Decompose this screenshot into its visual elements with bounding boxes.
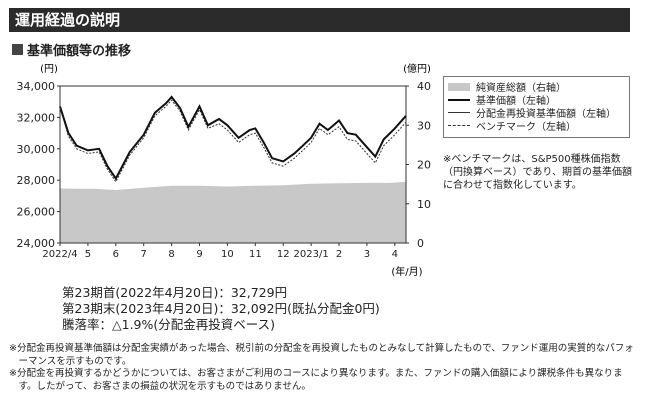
legend-item-reinvested-nav: 分配金再投資基準価額（左軸） (448, 106, 625, 120)
legend-swatch-thin-line (448, 112, 470, 113)
legend-label: 純資産総額（右軸） (476, 83, 566, 94)
left-tick-label: 34,000 (17, 80, 56, 93)
section-title: 運用経過の説明 (15, 11, 121, 29)
right-tick-label: 30 (417, 119, 431, 132)
x-tick-label: 6 (113, 249, 119, 260)
x-tick-label: 5 (85, 249, 91, 260)
left-tick-label: 24,000 (17, 237, 56, 250)
return-rate: 騰落率：△1.9%(分配金再投資ベース) (62, 317, 275, 332)
right-tick-label: 10 (417, 198, 431, 211)
period-start-value: 第23期首(2022年4月20日)：32,729円 (62, 285, 288, 300)
square-bullet-icon (12, 44, 23, 55)
left-tick-label: 26,000 (17, 206, 56, 219)
legend-item-nav: 基準価額（左軸） (448, 93, 625, 107)
left-tick-label: 32,000 (17, 111, 56, 124)
x-tick-label: 8 (168, 249, 174, 260)
right-tick-label: 0 (417, 237, 424, 250)
x-tick-label: 10 (221, 249, 234, 260)
x-tick-label: 11 (249, 249, 262, 260)
left-tick-label: 28,000 (17, 174, 56, 187)
footnote: ※分配金再投資基準価額は分配金実績があった場合、税引前の分配金を再投資したものと… (9, 343, 634, 367)
net-assets-area (60, 181, 406, 243)
x-tick-label: 2 (336, 249, 342, 260)
legend-swatch-bold-line (448, 98, 470, 101)
legend-item-net-assets: 純資産総額（右軸） (448, 80, 625, 94)
x-tick-label: 9 (196, 249, 202, 260)
nav-line (59, 95, 407, 181)
chart-heading-text: 基準価額等の推移 (27, 44, 132, 59)
x-tick-label: 2022/4 (42, 249, 77, 260)
footnotes: ※分配金再投資基準価額は分配金実績があった場合、税引前の分配金を再投資したものと… (9, 343, 637, 393)
left-tick-label: 30,000 (17, 143, 56, 156)
footnote: ※分配金を再投資するかどうかについては、お客さまがご利用のコースにより異なります… (9, 368, 623, 392)
chart-heading: 基準価額等の推移 (12, 40, 131, 59)
legend-item-benchmark: ベンチマーク（左軸） (448, 119, 625, 133)
legend-swatch-area (448, 82, 470, 91)
reinvested-nav-line (59, 96, 407, 180)
period-end-value: 第23期末(2023年4月20日)：32,092円(既払分配金0円) (62, 301, 380, 316)
x-tick-label: 4 (392, 249, 398, 260)
right-tick-label: 40 (417, 80, 431, 93)
left-axis-unit: (円) (40, 64, 58, 75)
period-stats: 第23期首(2022年4月20日)：32,729円 第23期末(2023年4月2… (62, 285, 380, 333)
x-tick-label: 12 (277, 249, 290, 260)
legend-swatch-dashed-line (448, 125, 470, 126)
section-title-banner: 運用経過の説明 (9, 8, 630, 32)
legend-label: 分配金再投資基準価額（左軸） (476, 109, 616, 120)
right-tick-label: 20 (417, 159, 431, 172)
x-tick-label: 2023/1 (294, 249, 329, 260)
benchmark-line (59, 99, 407, 183)
x-axis-unit: (年/月) (391, 265, 422, 278)
x-tick-label: 7 (141, 249, 147, 260)
chart-legend: 純資産総額（右軸） 基準価額（左軸） 分配金再投資基準価額（左軸） ベンチマーク… (443, 76, 630, 138)
plot-area: 24,000 26,000 28,000 30,000 32,000 34,000 0 10 2… (17, 80, 432, 260)
legend-label: ベンチマーク（左軸） (476, 122, 576, 133)
legend-label: 基準価額（左軸） (476, 96, 556, 107)
benchmark-note: ※ベンチマークは、S&P500種株価指数（円換算ベース）であり、期首の基準価額に… (443, 154, 632, 191)
right-axis-unit: (億円) (403, 62, 431, 75)
x-tick-label: 3 (364, 249, 370, 260)
